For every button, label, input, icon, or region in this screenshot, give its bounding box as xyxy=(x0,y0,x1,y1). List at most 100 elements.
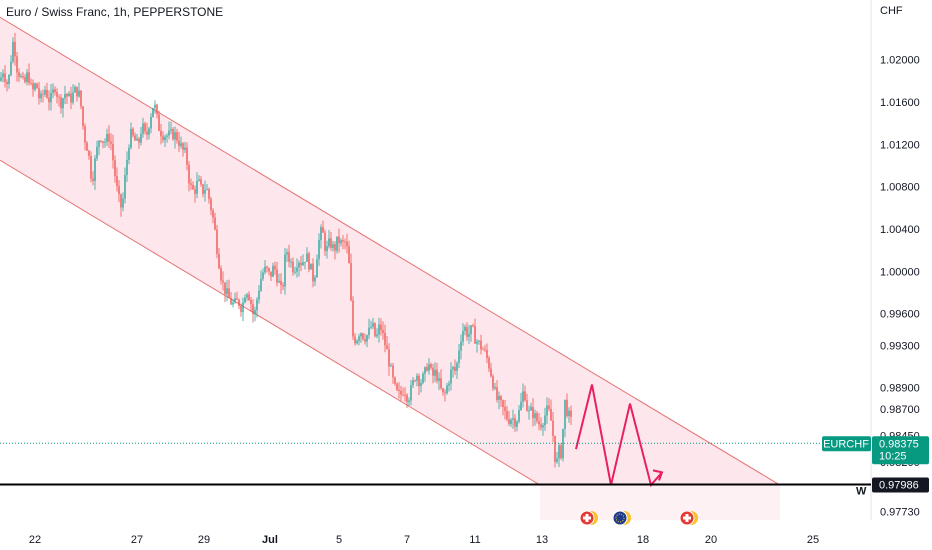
candle xyxy=(114,155,116,183)
candle xyxy=(418,373,420,396)
candle xyxy=(436,362,438,384)
candle xyxy=(118,180,120,203)
candle xyxy=(496,380,498,403)
candle xyxy=(102,140,104,149)
candle xyxy=(74,85,76,93)
candle xyxy=(78,82,80,98)
candle xyxy=(268,267,270,276)
candle xyxy=(422,371,424,385)
candle xyxy=(150,113,152,134)
candle xyxy=(462,323,464,346)
candle xyxy=(8,74,10,89)
channel-fill-extension xyxy=(540,484,780,520)
candle xyxy=(208,187,210,204)
candle xyxy=(124,167,126,204)
candle xyxy=(274,261,276,275)
candle xyxy=(160,123,162,145)
candle xyxy=(144,121,146,135)
x-tick-label: 13 xyxy=(536,534,548,546)
candle xyxy=(202,183,204,198)
candle xyxy=(176,128,178,144)
candle xyxy=(478,339,480,345)
candle xyxy=(242,297,244,322)
x-tick-label: 20 xyxy=(705,534,717,546)
candle xyxy=(308,251,310,273)
candle xyxy=(398,382,400,399)
candle xyxy=(10,55,12,77)
candle xyxy=(4,65,6,88)
candle xyxy=(570,405,572,425)
candle xyxy=(556,452,558,464)
candle xyxy=(532,398,534,427)
channel-lower-line[interactable] xyxy=(0,159,541,486)
candle xyxy=(330,231,332,251)
candle xyxy=(460,334,462,360)
symbol-badge: EURCHF xyxy=(822,436,871,452)
candle xyxy=(294,266,296,275)
y-ticks: 1.02000 1.01600 1.01200 1.00800 1.00400 1.000… xyxy=(880,55,920,519)
candle xyxy=(70,86,72,110)
candle xyxy=(6,79,8,92)
candle xyxy=(12,37,14,64)
candle xyxy=(466,322,468,341)
candle xyxy=(58,94,60,107)
candle xyxy=(346,233,348,254)
eu-flag-event-icon[interactable] xyxy=(612,510,631,526)
candle xyxy=(386,336,388,350)
candle xyxy=(320,224,322,249)
candle xyxy=(286,248,288,263)
candle xyxy=(450,362,452,391)
candle xyxy=(410,379,412,406)
candle xyxy=(280,273,282,294)
candle xyxy=(120,193,122,217)
projection-path[interactable] xyxy=(575,384,663,488)
candle xyxy=(376,328,378,339)
candle xyxy=(364,333,366,345)
candle xyxy=(402,387,404,397)
candle xyxy=(406,393,408,408)
candle xyxy=(326,240,328,259)
candle xyxy=(350,253,352,302)
candle xyxy=(434,362,436,383)
candle xyxy=(542,422,544,436)
candle xyxy=(510,417,512,428)
candle xyxy=(388,343,390,376)
candle xyxy=(384,324,386,353)
y-tick-label: 0.97730 xyxy=(880,507,920,519)
candle xyxy=(230,292,232,305)
candle xyxy=(106,128,108,146)
x-ticks: 22 27 29 Jul 5 7 11 13 18 20 25 xyxy=(29,534,819,546)
candle xyxy=(50,84,52,111)
candle xyxy=(456,361,458,379)
candle xyxy=(40,90,42,103)
candle xyxy=(52,83,54,99)
candle xyxy=(348,240,350,264)
swiss-flag-event-icon[interactable] xyxy=(579,510,598,526)
y-tick-label: 0.99300 xyxy=(880,340,920,352)
y-tick-label: 1.01200 xyxy=(880,139,920,151)
countdown-label: 10:25 xyxy=(879,450,907,462)
candle xyxy=(568,407,570,423)
swiss-flag-event-icon[interactable] xyxy=(679,510,698,526)
channel-upper-line[interactable] xyxy=(0,16,781,486)
candle xyxy=(344,238,346,250)
candle xyxy=(42,89,44,103)
candle xyxy=(26,68,28,86)
candle xyxy=(298,260,300,277)
candle xyxy=(184,141,186,153)
candle xyxy=(32,79,34,97)
candle xyxy=(520,392,522,411)
event-icons[interactable] xyxy=(579,510,698,526)
candle xyxy=(416,373,418,387)
candle xyxy=(248,291,250,301)
candle xyxy=(276,261,278,287)
candle xyxy=(536,411,538,424)
candle xyxy=(354,333,356,346)
candle xyxy=(438,372,440,391)
candle xyxy=(34,82,36,92)
candle xyxy=(490,362,492,378)
candle xyxy=(300,255,302,272)
candle xyxy=(296,258,298,278)
svg-text:EURCHF: EURCHF xyxy=(823,438,869,450)
